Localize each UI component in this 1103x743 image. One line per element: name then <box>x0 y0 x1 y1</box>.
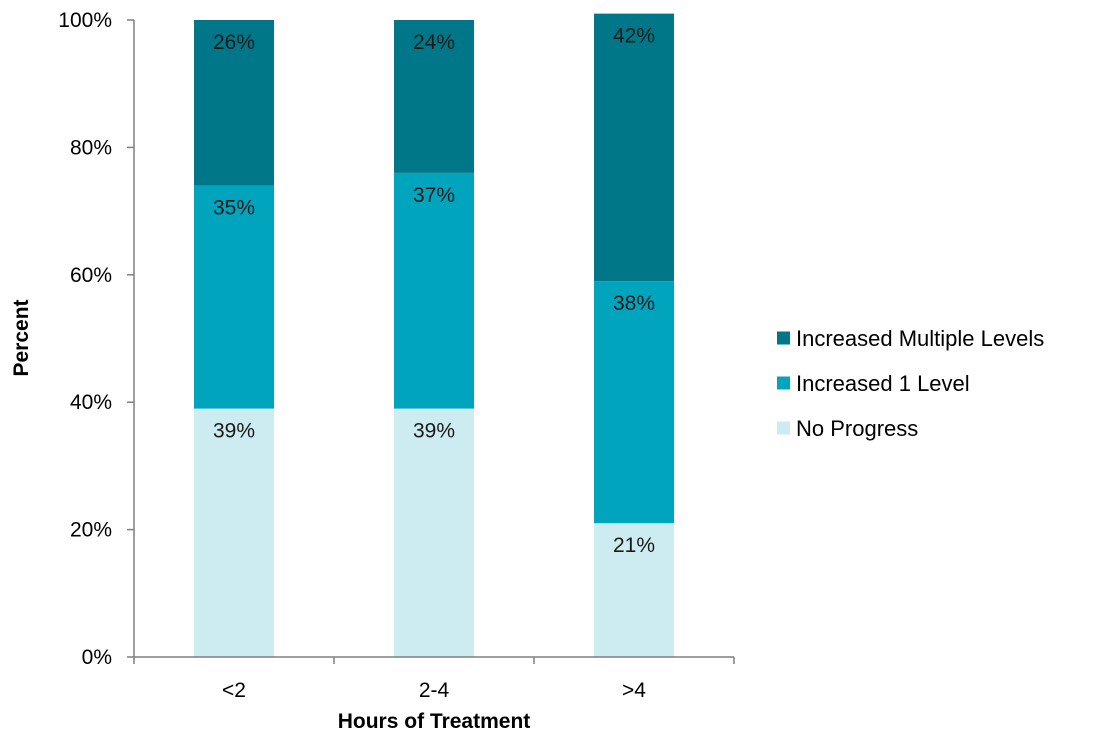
data-label-no-progress-2: 39% <box>413 420 455 443</box>
bar-segment-no-progress-3 <box>594 523 674 657</box>
data-label-increased-multiple-levels-3: 42% <box>613 25 655 48</box>
legend-swatch-increased-1-level <box>777 376 790 390</box>
bar-segment-no-progress-2 <box>394 408 474 657</box>
bar-segment-increased-1-level-1 <box>194 185 274 409</box>
x-tick-label: <2 <box>222 679 246 702</box>
bar-segment-increased-multiple-levels-3 <box>594 13 674 282</box>
legend-swatch-no-progress <box>777 421 790 435</box>
data-label-increased-multiple-levels-1: 26% <box>213 31 255 54</box>
data-labels-layer: 39% 35% 26% 39% 37% 24% 21% 38% 42% <box>213 25 655 558</box>
data-label-no-progress-3: 21% <box>613 534 655 557</box>
data-label-increased-1-level-2: 37% <box>413 184 455 207</box>
data-label-increased-1-level-3: 38% <box>613 292 655 315</box>
data-label-increased-1-level-1: 35% <box>213 197 255 220</box>
bar-segment-increased-multiple-levels-2 <box>394 20 474 173</box>
bar-segment-no-progress-1 <box>194 408 274 657</box>
legend: Increased Multiple Levels Increased 1 Lev… <box>777 326 1044 441</box>
axes-layer: 0% 20% 40% 60% 80% 100% <2 2-4 >4 <box>58 9 735 702</box>
data-label-increased-multiple-levels-2: 24% <box>413 31 455 54</box>
bar-segment-increased-multiple-levels-1 <box>194 20 274 186</box>
y-tick-label: 20% <box>70 519 112 542</box>
bar-segment-increased-1-level-2 <box>394 172 474 409</box>
bars-layer <box>194 13 674 657</box>
legend-label-increased-multiple-levels: Increased Multiple Levels <box>796 326 1044 351</box>
data-label-no-progress-1: 39% <box>213 420 255 443</box>
y-tick-label: 80% <box>70 136 112 159</box>
x-tick-label: >4 <box>622 679 646 702</box>
y-tick-label: 0% <box>82 646 112 669</box>
y-tick-label: 100% <box>58 9 112 32</box>
legend-label-no-progress: No Progress <box>796 416 918 441</box>
legend-label-increased-1-level: Increased 1 Level <box>796 371 970 396</box>
legend-swatch-increased-multiple-levels <box>777 331 790 345</box>
x-tick-label: 2-4 <box>419 679 450 702</box>
y-axis-title: Percent <box>10 299 33 376</box>
y-tick-label: 60% <box>70 264 112 287</box>
y-tick-label: 40% <box>70 391 112 414</box>
x-axis-title: Hours of Treatment <box>338 710 531 733</box>
bar-segment-increased-1-level-3 <box>594 281 674 524</box>
